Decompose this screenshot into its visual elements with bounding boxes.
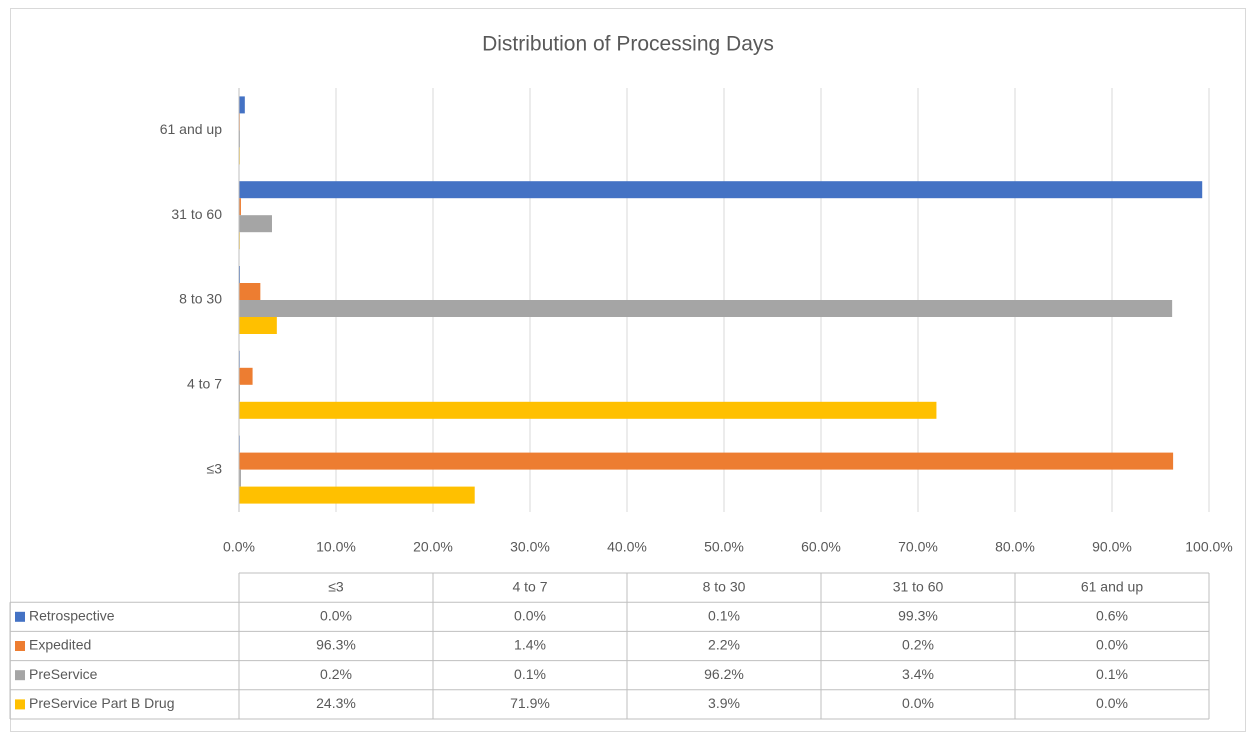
y-tick-label: 61 and up <box>160 121 222 137</box>
table-cell: 0.0% <box>320 608 352 624</box>
table-cell: 0.0% <box>514 608 546 624</box>
table-cell: 1.4% <box>514 637 546 653</box>
table-header: ≤3 <box>328 578 344 594</box>
table-cell: 0.1% <box>514 666 546 682</box>
x-tick-label: 100.0% <box>1185 539 1232 555</box>
table-cell: 0.1% <box>1096 666 1128 682</box>
table-cell: 0.2% <box>320 666 352 682</box>
bar <box>239 401 937 419</box>
bar <box>239 283 261 300</box>
chart-title: Distribution of Processing Days <box>482 33 774 56</box>
table-cell: 0.2% <box>902 637 934 653</box>
table-cell: 71.9% <box>510 695 550 711</box>
x-tick-label: 70.0% <box>898 539 938 555</box>
bar <box>239 181 1203 199</box>
legend-swatch <box>15 611 25 622</box>
bar <box>239 96 245 114</box>
y-tick-label: 8 to 30 <box>179 291 222 307</box>
legend-label: PreService Part B Drug <box>29 695 175 711</box>
x-tick-label: 60.0% <box>801 539 841 555</box>
bar <box>239 367 253 385</box>
table-header: 4 to 7 <box>512 578 547 594</box>
x-tick-label: 90.0% <box>1092 539 1132 555</box>
y-tick-label: 4 to 7 <box>187 376 222 392</box>
x-tick-label: 30.0% <box>510 539 550 555</box>
table-cell: 0.0% <box>1096 637 1128 653</box>
bar <box>239 469 241 487</box>
bar <box>239 198 241 216</box>
table-cell: 24.3% <box>316 695 356 711</box>
x-tick-label: 10.0% <box>316 539 356 555</box>
table-cell: 2.2% <box>708 637 740 653</box>
bar <box>239 486 475 504</box>
table-cell: 96.2% <box>704 666 744 682</box>
bar <box>239 300 1173 317</box>
x-tick-label: 0.0% <box>223 539 255 555</box>
table-header: 8 to 30 <box>703 578 746 594</box>
bar <box>239 317 277 334</box>
table-cell: 0.0% <box>902 695 934 711</box>
table-header: 31 to 60 <box>893 578 944 594</box>
bar <box>239 215 272 233</box>
table-cell: 0.0% <box>1096 695 1128 711</box>
table-cell: 0.1% <box>708 608 740 624</box>
table-header: 61 and up <box>1081 578 1143 594</box>
y-tick-label: ≤3 <box>207 460 223 476</box>
x-tick-label: 80.0% <box>995 539 1035 555</box>
legend-swatch <box>15 699 25 710</box>
table-cell: 0.6% <box>1096 608 1128 624</box>
y-tick-label: 31 to 60 <box>171 206 222 222</box>
legend-swatch <box>15 641 25 651</box>
x-tick-label: 50.0% <box>704 539 744 555</box>
x-tick-label: 40.0% <box>607 539 647 555</box>
table-cell: 3.9% <box>708 695 740 711</box>
table-cell: 3.4% <box>902 666 934 682</box>
legend-label: PreService <box>29 666 98 682</box>
x-tick-label: 20.0% <box>413 539 453 555</box>
table-cell: 99.3% <box>898 608 938 624</box>
legend-label: Expedited <box>29 637 91 653</box>
chart-border <box>10 8 1246 732</box>
legend-swatch <box>15 670 25 681</box>
table-cell: 96.3% <box>316 637 356 653</box>
bar <box>239 452 1174 470</box>
legend-label: Retrospective <box>29 608 115 624</box>
